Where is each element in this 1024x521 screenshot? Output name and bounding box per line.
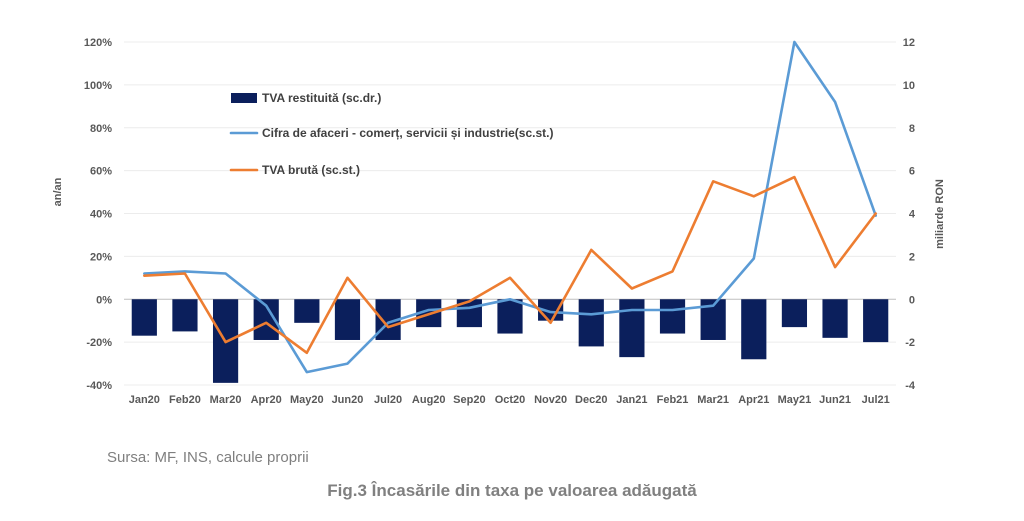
right-tick-label: 0 (909, 294, 915, 306)
x-tick-label: Apr20 (251, 394, 282, 406)
bar-series (131, 299, 889, 383)
legend-label: Cifra de afaceri - comerț, servicii și i… (262, 126, 553, 140)
bar (131, 299, 157, 336)
right-tick-label: 10 (903, 80, 915, 92)
x-tick-label: Dec20 (575, 394, 607, 406)
right-tick-label: 2 (909, 251, 915, 263)
x-tick-label: Feb21 (657, 394, 689, 406)
source-note: Sursa: MF, INS, calcule proprii (107, 449, 309, 466)
series-line (143, 175, 878, 355)
x-tick-label: Jun21 (819, 394, 851, 406)
bar (294, 299, 320, 323)
x-tick-label: Oct20 (495, 394, 526, 406)
x-tick-label: Jul21 (862, 394, 890, 406)
legend-label: TVA restituită (sc.dr.) (262, 91, 381, 105)
bar (781, 299, 808, 328)
bar (659, 299, 686, 334)
series-line (143, 40, 878, 374)
right-tick-label: 8 (909, 123, 915, 135)
x-tick-label: Aug20 (412, 394, 446, 406)
left-tick-label: 40% (90, 209, 112, 221)
left-tick-label: 20% (90, 251, 112, 263)
left-tick-label: -20% (86, 337, 112, 349)
legend-label: TVA brută (sc.st.) (262, 163, 360, 177)
line-series (143, 40, 878, 374)
bar (334, 299, 361, 340)
left-axis-title: an/an (52, 177, 64, 206)
right-axis-title: miliarde RON (934, 179, 946, 249)
right-tick-label: 6 (909, 166, 915, 178)
x-tick-label: Mar20 (210, 394, 242, 406)
x-tick-label: Feb20 (169, 394, 201, 406)
left-axis-ticks: 120% 100% 80% 60% 40% 20% 0% -20% -40% (84, 37, 112, 392)
bar (578, 299, 604, 347)
legend-swatch-bar (231, 93, 257, 103)
x-tick-label: May21 (778, 394, 812, 406)
x-tick-label: Jun20 (332, 394, 364, 406)
x-tick-label: May20 (290, 394, 324, 406)
bar (741, 299, 767, 360)
chart: 120% 100% 80% 60% 40% 20% 0% -20% -40% 12 10 8 6 4 2 0… (52, 37, 946, 406)
right-tick-label: 4 (909, 209, 916, 221)
left-tick-label: 80% (90, 123, 112, 135)
left-tick-label: 120% (84, 37, 112, 49)
figure-caption: Fig.3 Încasările din taxa pe valoarea ad… (327, 481, 697, 500)
x-axis-ticks: Jan20 Feb20 Mar20 Apr20 May20 Jun20 Jul20 Aug20… (129, 394, 890, 406)
x-tick-label: Jan21 (616, 394, 647, 406)
bar (172, 299, 198, 332)
right-axis-ticks: 12 10 8 6 4 2 0 -2 -4 (903, 37, 916, 392)
x-tick-label: Nov20 (534, 394, 567, 406)
x-tick-label: Mar21 (697, 394, 729, 406)
bar (619, 299, 645, 358)
left-tick-label: 0% (96, 294, 112, 306)
left-tick-label: -40% (86, 380, 112, 392)
x-tick-label: Jan20 (129, 394, 160, 406)
bar (822, 299, 848, 338)
legend: TVA restituită (sc.dr.) Cifra de afaceri … (229, 91, 553, 177)
left-tick-label: 100% (84, 80, 112, 92)
right-tick-label: 12 (903, 37, 915, 49)
bar (497, 299, 523, 334)
right-tick-label: -2 (905, 337, 915, 349)
right-tick-label: -4 (905, 380, 916, 392)
left-tick-label: 60% (90, 166, 112, 178)
x-tick-label: Jul20 (374, 394, 402, 406)
x-tick-label: Apr21 (738, 394, 769, 406)
bar (863, 299, 889, 343)
x-tick-label: Sep20 (453, 394, 485, 406)
